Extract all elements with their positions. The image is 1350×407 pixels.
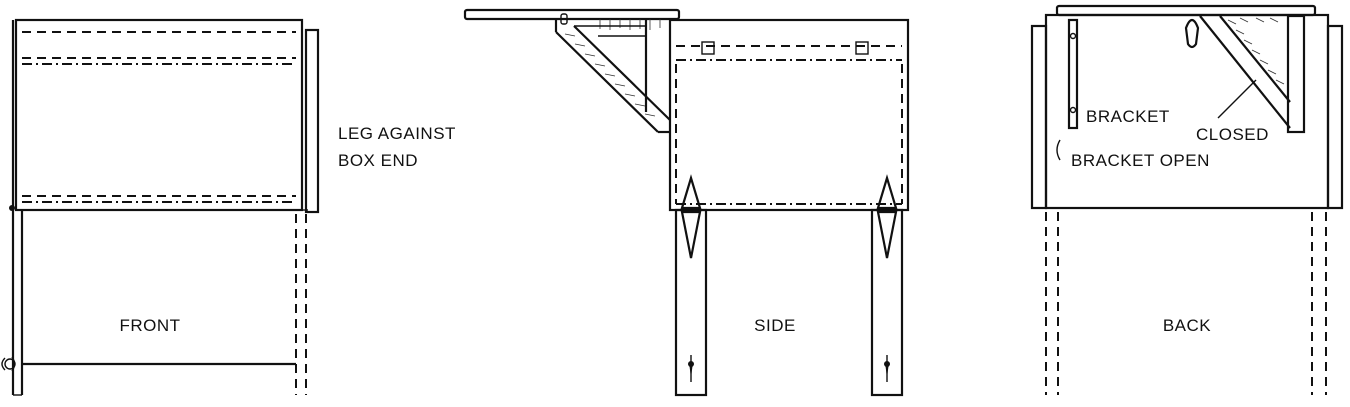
leader-bracket-open <box>1056 139 1061 161</box>
leader-bracket-closed <box>1217 79 1257 119</box>
back-right-leg-folded <box>1326 24 1344 210</box>
square-nut-icon <box>701 41 715 55</box>
square-nut-icon <box>855 41 869 55</box>
back-bracket-closed <box>1067 18 1079 130</box>
label-bracket: BRACKET <box>1086 107 1170 126</box>
hinge-icon <box>680 174 702 259</box>
hinge-icon <box>876 174 898 259</box>
back-table-leaf <box>1055 4 1317 17</box>
front-box <box>14 18 304 212</box>
side-view: SIDE <box>463 8 910 397</box>
side-table-leaf <box>463 8 681 21</box>
side-box <box>668 18 910 212</box>
label-closed: CLOSED <box>1196 125 1269 144</box>
wing-nut-icon <box>1 356 16 372</box>
front-view: FRONT <box>1 18 320 396</box>
back-left-leg-folded <box>1030 24 1048 210</box>
label-leg-against-1: LEG AGAINST <box>338 124 456 143</box>
back-view: BRACKET CLOSED BRACKET OPEN BACK <box>1030 4 1344 395</box>
label-bracket-open: BRACKET OPEN <box>1071 151 1210 170</box>
label-side: SIDE <box>754 316 796 335</box>
label-back: BACK <box>1163 316 1211 335</box>
back-bracket-open <box>1184 14 1306 134</box>
front-right-leg-folded <box>304 28 320 214</box>
keyhole-icon <box>884 355 890 382</box>
keyhole-icon <box>688 355 694 382</box>
label-front: FRONT <box>119 316 180 335</box>
side-bracket <box>554 13 671 134</box>
label-leg-against-2: BOX END <box>338 151 418 170</box>
